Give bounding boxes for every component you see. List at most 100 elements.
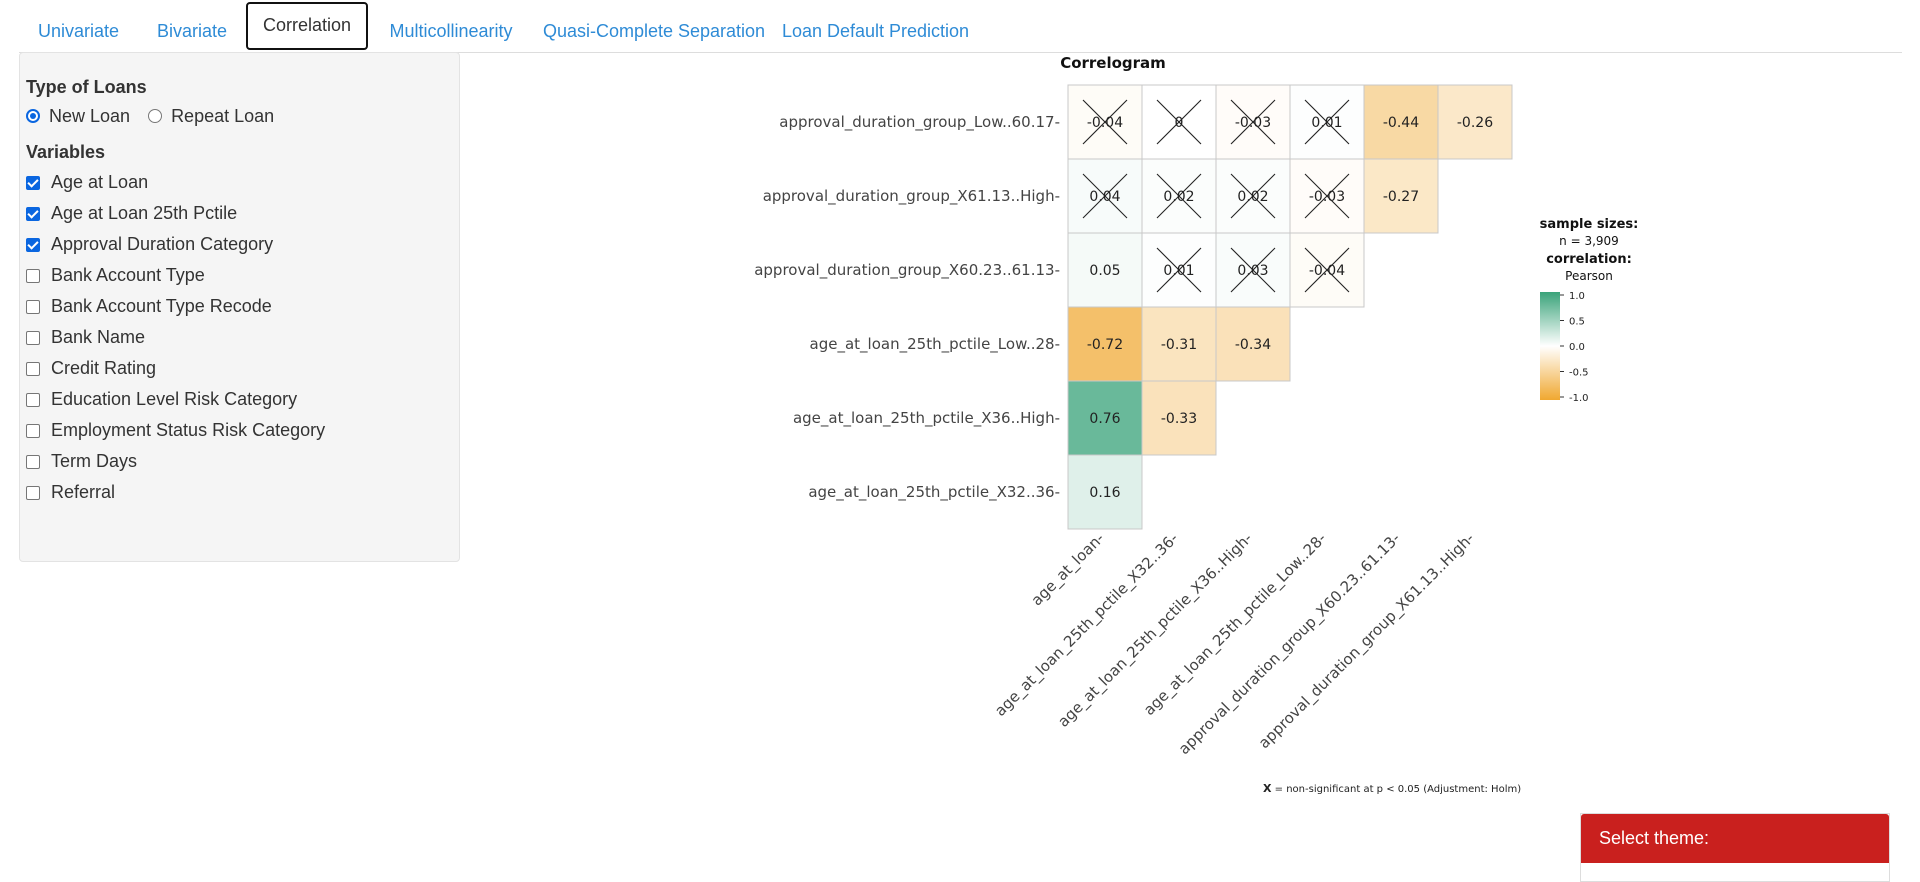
- variable-checkbox[interactable]: [26, 423, 40, 438]
- cell-value-label: -0.27: [1383, 189, 1419, 205]
- tab-quasi-complete-separation[interactable]: Quasi-Complete Separation: [542, 21, 766, 41]
- legend-colorbar: [1540, 292, 1560, 400]
- variable-checkbox[interactable]: [26, 299, 40, 314]
- heatmap-cell: [1067, 380, 1143, 456]
- cell-value-label: -0.44: [1383, 115, 1419, 131]
- nonsignificant-cross: [1156, 247, 1202, 293]
- radio-label-new-loan: New Loan: [49, 105, 131, 126]
- variable-option[interactable]: Term Days: [26, 446, 459, 477]
- cell-value-label: 0.03: [1237, 263, 1268, 279]
- variable-label: Age at Loan: [51, 172, 149, 192]
- nav-tabs: Univariate Bivariate Correlation Multico…: [19, 0, 1902, 53]
- cell-value-label: 0.01: [1311, 115, 1342, 131]
- variable-label: Age at Loan 25th Pctile: [51, 203, 238, 223]
- cell-value-label: -0.31: [1161, 337, 1197, 353]
- legend-sample-title: sample sizes:: [1540, 217, 1639, 232]
- radio-button-repeat-loan[interactable]: [148, 109, 163, 123]
- variable-label: Approval Duration Category: [51, 234, 274, 254]
- tab-bivariate[interactable]: Bivariate: [156, 21, 228, 41]
- variable-label: Term Days: [51, 451, 138, 471]
- variable-label: Bank Account Type Recode: [51, 296, 272, 316]
- row-label: approval_duration_group_X60.23..61.13-: [754, 261, 1060, 280]
- legend-tick-label: 1.0: [1569, 291, 1585, 302]
- variable-option[interactable]: Approval Duration Category: [26, 229, 459, 260]
- cell-value-label: 0.02: [1237, 189, 1268, 205]
- variable-option[interactable]: Education Level Risk Category: [26, 384, 459, 415]
- cell-value-label: 0.16: [1089, 485, 1120, 501]
- radio-new-loan[interactable]: New Loan: [26, 106, 130, 127]
- variable-label: Credit Rating: [51, 358, 157, 378]
- heatmap-cell: [1437, 84, 1513, 160]
- heatmap-cell: [1363, 158, 1439, 234]
- variable-checkbox[interactable]: [26, 237, 40, 252]
- heatmap-cell: [1067, 232, 1143, 308]
- row-label: age_at_loan_25th_pctile_X36..High-: [793, 409, 1060, 428]
- variables-list: Age at Loan Age at Loan 25th Pctile Approv…: [26, 167, 459, 508]
- variable-option[interactable]: Referral: [26, 477, 459, 508]
- variable-checkbox[interactable]: [26, 330, 40, 345]
- cell-value-label: -0.33: [1161, 411, 1197, 427]
- variable-checkbox[interactable]: [26, 454, 40, 469]
- heatmap-cell: [1067, 306, 1143, 382]
- nonsignificant-cross: [1156, 173, 1202, 219]
- tab-univariate[interactable]: Univariate: [37, 21, 120, 41]
- variable-option[interactable]: Bank Name: [26, 322, 459, 353]
- tab-loan-default-prediction[interactable]: Loan Default Prediction: [781, 21, 970, 41]
- nonsignificant-cross: [1304, 99, 1350, 145]
- variable-label: Bank Account Type: [51, 265, 205, 285]
- chart-title: Correlogram: [1060, 54, 1166, 72]
- row-label: approval_duration_group_Low..60.17-: [779, 113, 1060, 132]
- radio-button-new-loan[interactable]: [26, 109, 40, 123]
- nonsignificant-cross: [1082, 99, 1128, 145]
- variable-label: Education Level Risk Category: [51, 389, 298, 409]
- variable-label: Employment Status Risk Category: [51, 420, 326, 440]
- variable-label: Bank Name: [51, 327, 146, 347]
- sidebar-panel: Type of Loans New Loan Repeat Loan Varia…: [19, 52, 460, 562]
- theme-selector-label: Select theme:: [1581, 814, 1889, 863]
- variable-option[interactable]: Age at Loan 25th Pctile: [26, 198, 459, 229]
- heatmap-cell: [1141, 380, 1217, 456]
- tab-correlation[interactable]: Correlation: [246, 2, 368, 50]
- variable-option[interactable]: Age at Loan: [26, 167, 459, 198]
- row-label: approval_duration_group_X61.13..High-: [763, 187, 1060, 206]
- variable-checkbox[interactable]: [26, 392, 40, 407]
- legend-tick-label: -0.5: [1569, 368, 1589, 379]
- column-label: age_at_loan-: [1028, 529, 1109, 610]
- variable-option[interactable]: Employment Status Risk Category: [26, 415, 459, 446]
- nonsignificant-cross: [1082, 173, 1128, 219]
- radio-repeat-loan[interactable]: Repeat Loan: [148, 106, 274, 127]
- variable-checkbox[interactable]: [26, 206, 40, 221]
- loan-type-group: New Loan Repeat Loan: [26, 102, 459, 130]
- legend-tick-label: 0.5: [1569, 317, 1585, 328]
- legend-correlation-title: correlation:: [1546, 252, 1632, 267]
- row-label: age_at_loan_25th_pctile_Low..28-: [810, 335, 1060, 354]
- variable-checkbox[interactable]: [26, 485, 40, 500]
- legend-method: Pearson: [1565, 269, 1613, 283]
- heatmap-cell: [1067, 454, 1143, 530]
- theme-selector[interactable]: Select theme:: [1580, 813, 1890, 882]
- cell-value-label: -0.34: [1235, 337, 1271, 353]
- legend-sample-n: n = 3,909: [1559, 234, 1619, 248]
- nonsignificant-cross: [1304, 173, 1350, 219]
- nonsignificant-cross: [1304, 247, 1350, 293]
- variable-checkbox[interactable]: [26, 361, 40, 376]
- caption-cross-symbol: X: [1263, 782, 1272, 795]
- cell-value-label: -0.26: [1457, 115, 1493, 131]
- cell-value-label: 0.01: [1163, 263, 1194, 279]
- variable-option[interactable]: Credit Rating: [26, 353, 459, 384]
- tab-multicollinearity[interactable]: Multicollinearity: [389, 21, 513, 41]
- nonsignificant-cross: [1230, 247, 1276, 293]
- caption-text: = non-significant at p < 0.05 (Adjustmen…: [1271, 784, 1521, 795]
- variable-option[interactable]: Bank Account Type: [26, 260, 459, 291]
- row-label: age_at_loan_25th_pctile_X32..36-: [808, 483, 1060, 502]
- cell-value-label: 0: [1175, 115, 1184, 131]
- legend-tick-label: -1.0: [1569, 393, 1589, 404]
- variable-checkbox[interactable]: [26, 175, 40, 190]
- variable-checkbox[interactable]: [26, 268, 40, 283]
- heatmap-cell: [1215, 306, 1291, 382]
- cell-value-label: 0.02: [1163, 189, 1194, 205]
- variable-option[interactable]: Bank Account Type Recode: [26, 291, 459, 322]
- nonsignificant-cross: [1156, 99, 1202, 145]
- cell-value-label: -0.03: [1309, 189, 1345, 205]
- significance-caption: X = non-significant at p < 0.05 (Adjustm…: [1263, 782, 1521, 795]
